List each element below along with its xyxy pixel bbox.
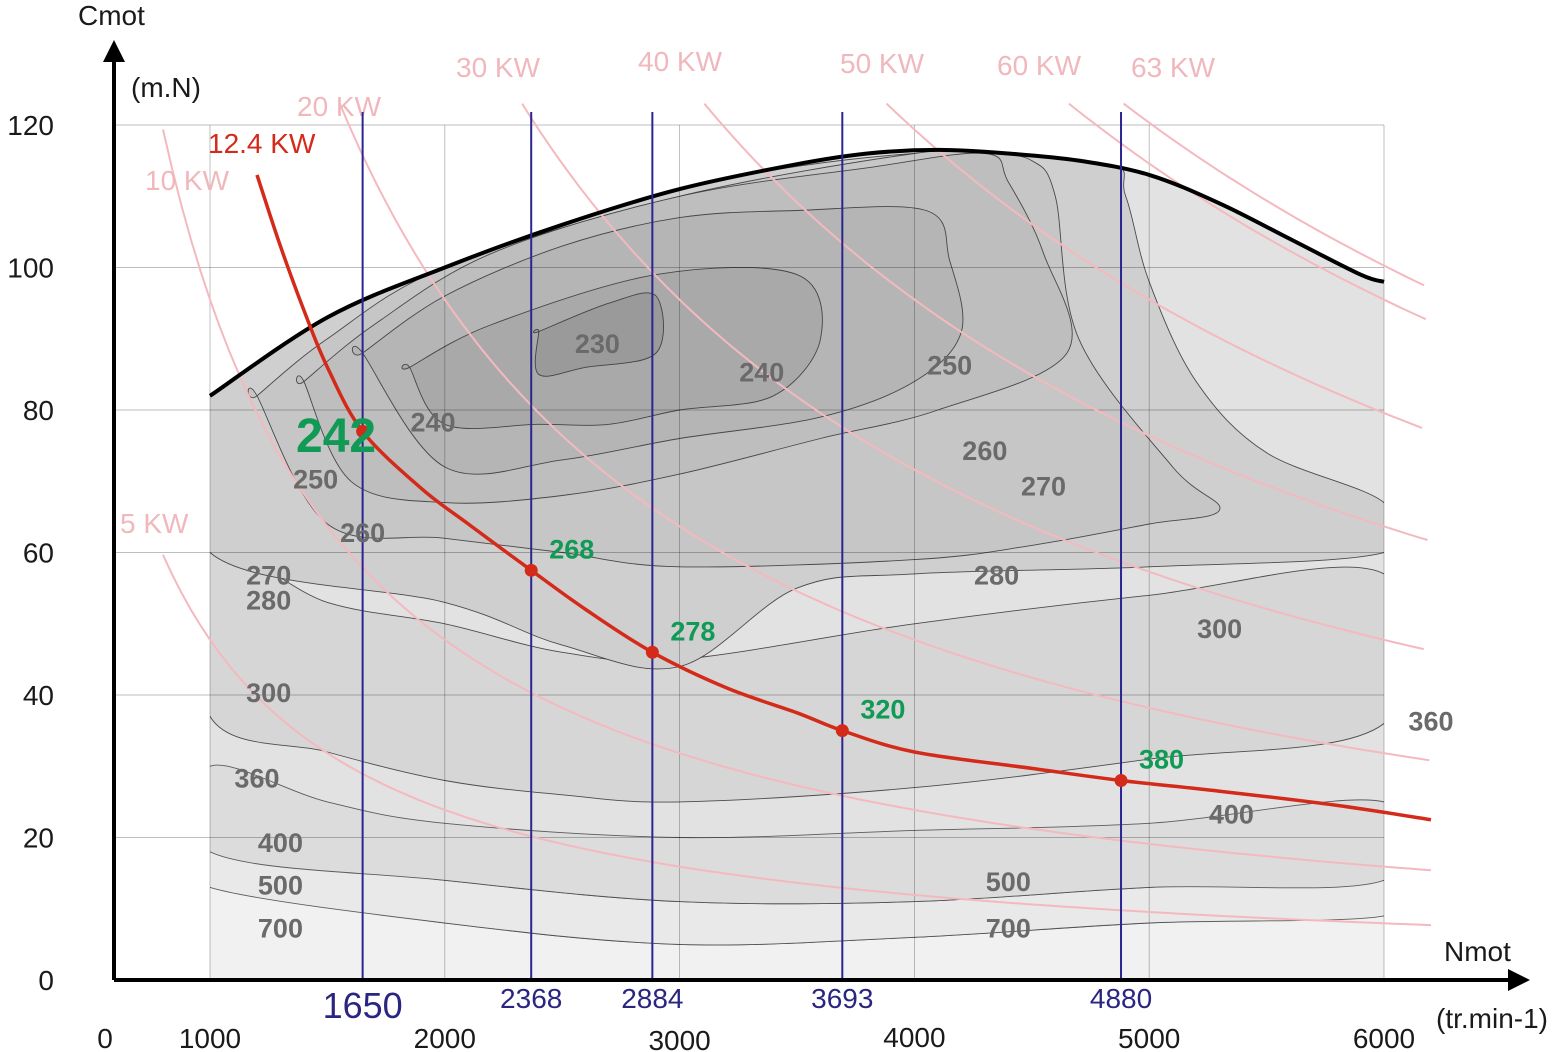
y-tick-label-100: 100 — [7, 253, 54, 284]
x-tick-label-6000: 6000 — [1353, 1023, 1415, 1052]
operating-point-242 — [356, 424, 370, 438]
iso-label-250: 250 — [293, 464, 338, 494]
x-tick-label-1000: 1000 — [179, 1023, 241, 1052]
power-curve-label-60kw: 60 KW — [997, 50, 1082, 81]
iso-label-280: 280 — [246, 586, 291, 616]
iso-label-300: 300 — [246, 678, 291, 708]
operating-point-380 — [1114, 774, 1128, 787]
power-curve-30kw — [521, 103, 1424, 651]
iso-label-500: 500 — [986, 867, 1031, 897]
x-tick-label-4000: 4000 — [883, 1022, 945, 1052]
iso-label-700: 700 — [986, 913, 1031, 943]
x-tick-label-5000: 5000 — [1118, 1023, 1180, 1052]
rpm-marker-label-1650: 1650 — [323, 985, 403, 1026]
iso-label-700: 700 — [258, 913, 303, 943]
y-axis-arrow — [103, 40, 125, 62]
y-axis-unit: (m.N) — [131, 72, 201, 103]
power-curve-10kw — [162, 129, 1432, 872]
x-axis-arrow — [1508, 969, 1530, 991]
y-tick-label-80: 80 — [23, 395, 54, 426]
max-torque-curve — [208, 147, 1385, 398]
x-tick-label-2000: 2000 — [414, 1023, 476, 1052]
operating-curve-12-4kw — [255, 174, 1432, 822]
y-tick-label-120: 120 — [7, 110, 54, 141]
iso-label-300: 300 — [1197, 614, 1242, 644]
power-curve-label-5kw: 5 KW — [120, 508, 189, 539]
operating-point-278 — [645, 645, 659, 659]
axes — [103, 40, 1530, 991]
y-tick-label-0: 0 — [38, 965, 54, 996]
rpm-marker-label-3693: 3693 — [811, 983, 873, 1014]
power-curve-label-63kw: 63 KW — [1131, 52, 1216, 83]
operating-point-268 — [524, 563, 538, 577]
power-curve-label-30kw: 30 KW — [456, 52, 541, 83]
power-curve-40kw — [703, 102, 1428, 541]
operating-point-320 — [835, 724, 849, 738]
power-curve-label-40kw: 40 KW — [638, 46, 723, 77]
operating-point-label-278: 278 — [670, 616, 715, 646]
x-tick-label-3000: 3000 — [648, 1025, 710, 1052]
x-axis-title: Nmot — [1444, 936, 1511, 967]
operating-point-label-380: 380 — [1139, 745, 1184, 775]
operating-point-label-268: 268 — [549, 534, 594, 564]
x-tick-label-0: 0 — [97, 1023, 113, 1052]
rpm-markers — [361, 112, 1123, 980]
iso-label-260: 260 — [340, 518, 385, 548]
power-curve-label-10kw: 10 KW — [145, 165, 230, 196]
power-curve-label-20kw: 20 KW — [297, 91, 382, 122]
iso-label-270: 270 — [246, 561, 291, 591]
power-curve-label-50kw: 50 KW — [840, 48, 925, 79]
iso-label-240: 240 — [411, 407, 456, 437]
power-curve-50kw — [885, 102, 1423, 429]
iso-label-230: 230 — [575, 329, 620, 359]
iso-label-360: 360 — [234, 764, 279, 794]
operating-point-label-320: 320 — [860, 695, 905, 725]
power-curves — [162, 102, 1432, 927]
iso-label-280: 280 — [974, 561, 1019, 591]
bsfc-contour-230 — [533, 292, 664, 377]
rpm-marker-label-2884: 2884 — [621, 983, 683, 1014]
iso-label-250: 250 — [927, 350, 972, 380]
bsfc-band-400 — [210, 764, 1384, 905]
bsfc-contour-300 — [210, 548, 1384, 803]
iso-label-270: 270 — [1021, 472, 1066, 502]
y-tick-label-40: 40 — [23, 680, 54, 711]
power-curve-5kw — [162, 554, 1432, 927]
iso-label-400: 400 — [258, 828, 303, 858]
y-tick-label-20: 20 — [23, 823, 54, 854]
rpm-marker-label-2368: 2368 — [500, 983, 562, 1014]
iso-label-360: 360 — [1408, 707, 1453, 737]
power-curve-63kw — [1122, 102, 1425, 287]
iso-label-400: 400 — [1209, 799, 1254, 829]
x-axis-unit: (tr.min-1) — [1436, 1003, 1548, 1034]
y-tick-label-60: 60 — [23, 538, 54, 569]
iso-label-240: 240 — [739, 358, 784, 388]
iso-label-260: 260 — [962, 436, 1007, 466]
rpm-marker-label-4880: 4880 — [1090, 983, 1152, 1014]
power-curve-60kw — [1068, 102, 1427, 321]
power-curve-20kw — [338, 103, 1430, 762]
iso-label-500: 500 — [258, 871, 303, 901]
operating-curve-label: 12.4 KW — [208, 128, 316, 159]
y-axis-title: Cmot — [78, 0, 145, 31]
operating-point-label-242: 242 — [296, 410, 376, 463]
